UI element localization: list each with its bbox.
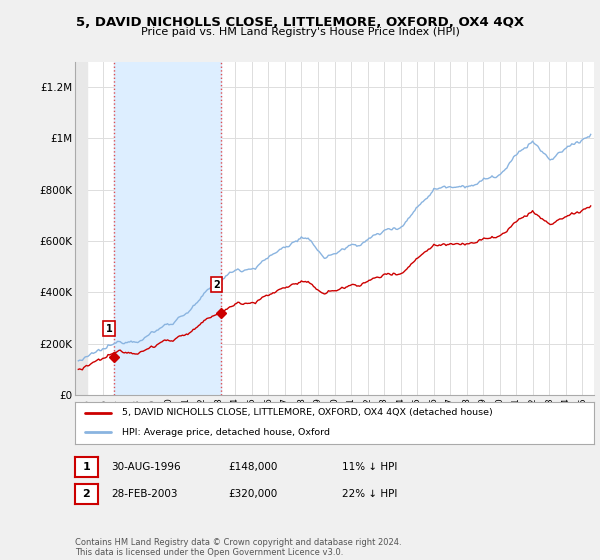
Text: HPI: Average price, detached house, Oxford: HPI: Average price, detached house, Oxfo… <box>122 428 330 437</box>
Text: Contains HM Land Registry data © Crown copyright and database right 2024.
This d: Contains HM Land Registry data © Crown c… <box>75 538 401 557</box>
Bar <box>75 62 86 395</box>
Text: £148,000: £148,000 <box>228 462 277 472</box>
Text: 28-FEB-2003: 28-FEB-2003 <box>111 489 178 499</box>
Text: 1: 1 <box>106 324 112 334</box>
Text: 5, DAVID NICHOLLS CLOSE, LITTLEMORE, OXFORD, OX4 4QX: 5, DAVID NICHOLLS CLOSE, LITTLEMORE, OXF… <box>76 16 524 29</box>
Bar <box>114 62 221 395</box>
Text: 22% ↓ HPI: 22% ↓ HPI <box>342 489 397 499</box>
Text: Price paid vs. HM Land Registry's House Price Index (HPI): Price paid vs. HM Land Registry's House … <box>140 27 460 37</box>
Text: 30-AUG-1996: 30-AUG-1996 <box>111 462 181 472</box>
Text: £320,000: £320,000 <box>228 489 277 499</box>
Text: 2: 2 <box>83 489 90 499</box>
Text: 11% ↓ HPI: 11% ↓ HPI <box>342 462 397 472</box>
Text: 5, DAVID NICHOLLS CLOSE, LITTLEMORE, OXFORD, OX4 4QX (detached house): 5, DAVID NICHOLLS CLOSE, LITTLEMORE, OXF… <box>122 408 493 417</box>
Text: 1: 1 <box>83 462 90 472</box>
Text: 2: 2 <box>213 279 220 290</box>
